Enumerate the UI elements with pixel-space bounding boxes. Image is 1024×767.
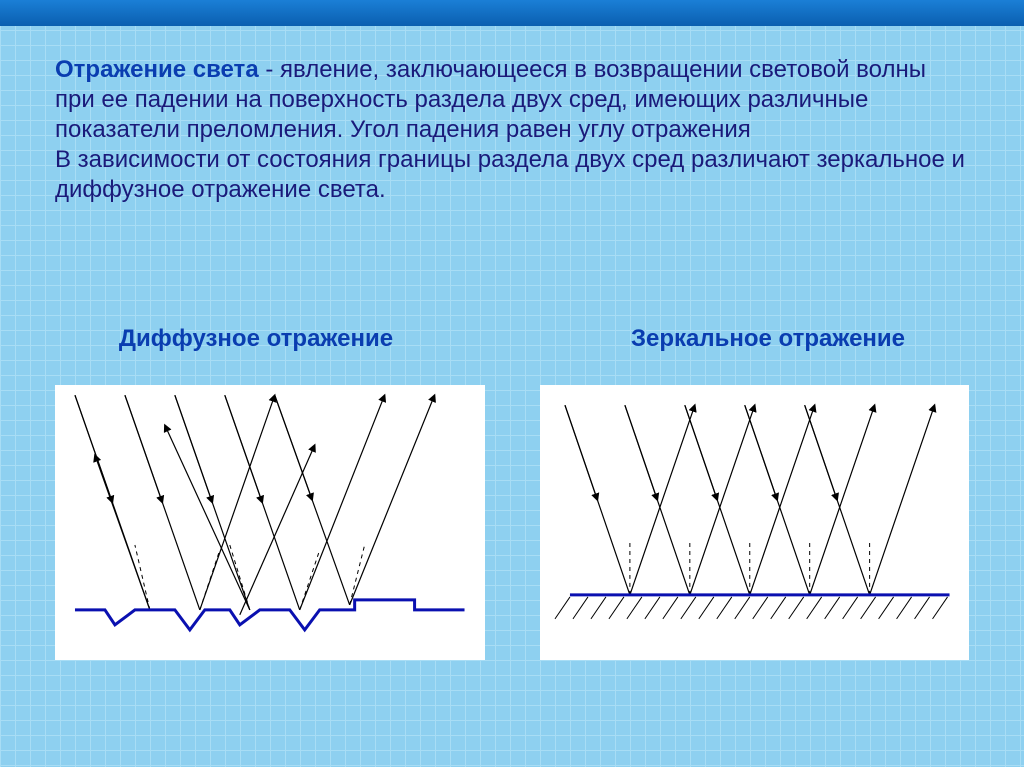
figures-row xyxy=(55,385,969,660)
figure-specular xyxy=(540,385,970,660)
title-diffuse: Диффузное отражение xyxy=(0,325,512,353)
figure-titles: Диффузное отражение Зеркальное отражение xyxy=(0,325,1024,353)
paragraph-2: В зависимости от состояния границы разде… xyxy=(55,145,969,205)
title-specular: Зеркальное отражение xyxy=(512,325,1024,353)
diffuse-svg xyxy=(55,385,485,660)
term: Отражение света xyxy=(55,56,259,83)
figure-diffuse xyxy=(55,385,485,660)
header-bar xyxy=(0,0,1024,26)
definition-paragraph: Отражение света - явление, заключающееся… xyxy=(55,55,969,145)
specular-svg xyxy=(540,385,970,660)
content-area: Отражение света - явление, заключающееся… xyxy=(55,55,969,205)
